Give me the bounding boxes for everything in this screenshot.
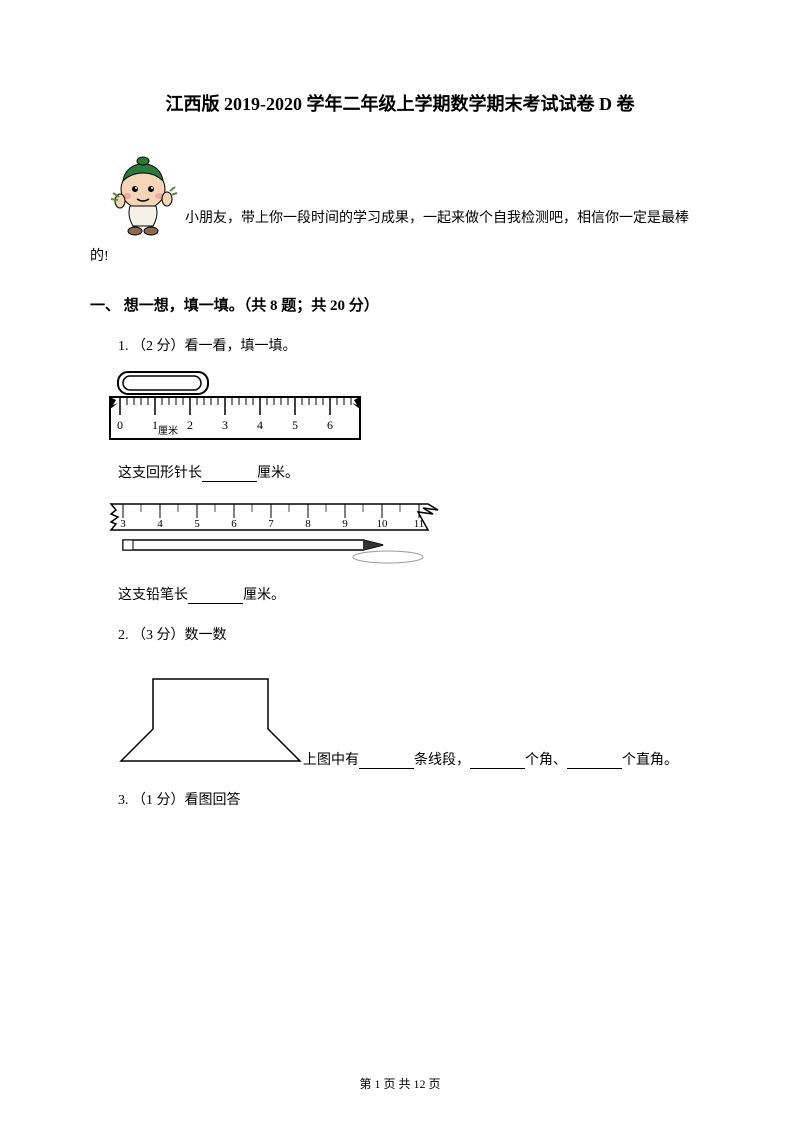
q3-text: 3. （1 分）看图回答	[118, 789, 710, 809]
q1-answer1: 这支回形针长 厘米。	[118, 462, 710, 482]
svg-text:3: 3	[120, 518, 126, 530]
q2-suffix: 个直角。	[622, 753, 678, 768]
q2-mid1: 条线段，	[414, 753, 470, 768]
svg-text:5: 5	[194, 518, 200, 530]
blank-field[interactable]	[188, 590, 243, 604]
blank-field[interactable]	[567, 755, 622, 769]
q2-prefix: 上图中有	[303, 753, 359, 768]
blank-field[interactable]	[202, 468, 257, 482]
svg-text:4: 4	[157, 518, 163, 530]
blank-field[interactable]	[359, 755, 414, 769]
question-3: 3. （1 分）看图回答	[118, 789, 710, 809]
answer1-prefix: 这支回形针长	[118, 466, 202, 481]
section-header: 一、 想一想，填一填。（共 8 题；共 20 分）	[90, 294, 710, 315]
q2-shape-row: 上图中有 条线段， 个角、 个直角。	[118, 656, 710, 771]
svg-text:11: 11	[414, 518, 425, 530]
answer1-suffix: 厘米。	[257, 466, 299, 481]
question-1: 1. （2 分）看一看，填一填。 0 1 厘米 2 3 4 5 6	[118, 335, 710, 604]
svg-text:7: 7	[268, 518, 274, 530]
svg-text:10: 10	[377, 518, 389, 530]
page-footer: 第 1 页 共 12 页	[0, 1075, 800, 1092]
svg-text:厘米: 厘米	[158, 424, 178, 437]
svg-text:6: 6	[327, 418, 333, 432]
question-2: 2. （3 分）数一数 上图中有 条线段， 个角、 个直角。	[118, 624, 710, 771]
q1-answer2: 这支铅笔长 厘米。	[118, 584, 710, 604]
answer2-prefix: 这支铅笔长	[118, 588, 188, 603]
svg-text:6: 6	[231, 518, 237, 530]
svg-text:3: 3	[222, 418, 228, 432]
mascot-icon	[105, 151, 180, 236]
svg-text:8: 8	[305, 518, 311, 530]
svg-text:2: 2	[187, 418, 193, 432]
q2-text: 2. （3 分）数一数	[118, 624, 710, 644]
svg-text:5: 5	[292, 418, 298, 432]
q2-answer: 上图中有 条线段， 个角、 个直角。	[303, 749, 678, 771]
ruler1-image: 0 1 厘米 2 3 4 5 6	[108, 367, 363, 445]
intro-text-1: 小朋友，带上你一段时间的学习成果，一起来做个自我检测吧，相信你一定是最棒	[185, 206, 689, 236]
svg-text:4: 4	[257, 418, 263, 432]
intro-text-2: 的!	[90, 244, 710, 269]
intro-row: 小朋友，带上你一段时间的学习成果，一起来做个自我检测吧，相信你一定是最棒	[90, 151, 710, 236]
q2-mid2: 个角、	[525, 753, 567, 768]
page-title: 江西版 2019-2020 学年二年级上学期数学期末考试试卷 D 卷	[90, 90, 710, 116]
svg-text:0: 0	[117, 418, 123, 432]
svg-text:9: 9	[342, 518, 348, 530]
q1-text: 1. （2 分）看一看，填一填。	[118, 335, 710, 355]
ruler2-image: 3 4 5 6 7 8 9 10 11	[108, 502, 443, 567]
blank-field[interactable]	[470, 755, 525, 769]
answer2-suffix: 厘米。	[243, 588, 285, 603]
q2-shape	[118, 671, 303, 766]
